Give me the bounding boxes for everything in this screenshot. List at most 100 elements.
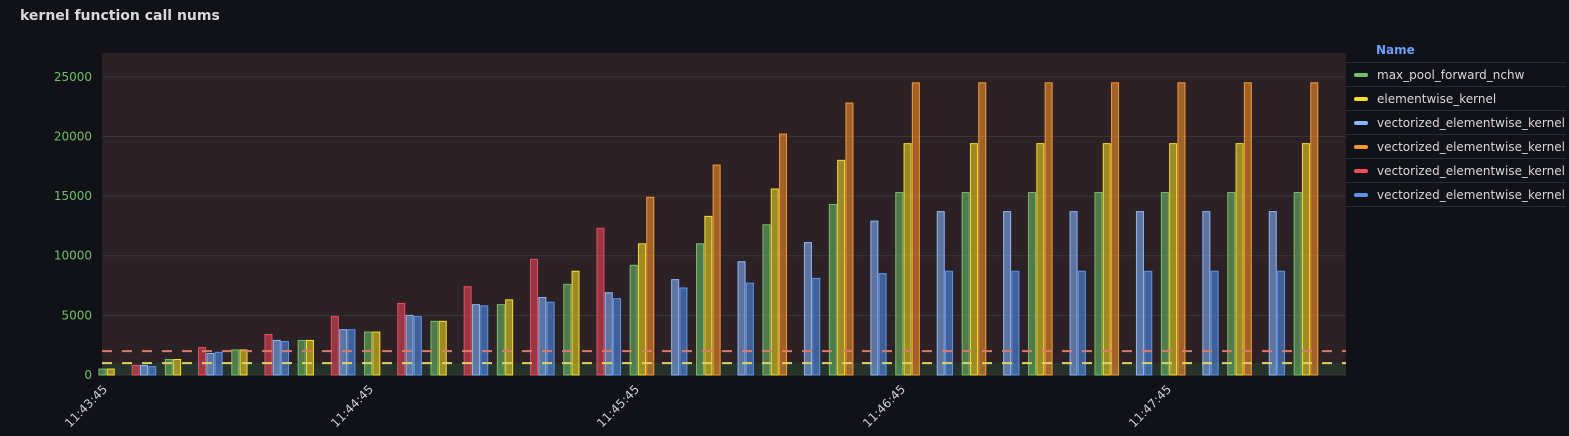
bar[interactable] [98, 368, 107, 376]
bar[interactable] [405, 314, 414, 376]
bar[interactable] [206, 353, 215, 376]
legend-item[interactable]: vectorized_elementwise_kernel [1346, 111, 1566, 135]
bar[interactable] [264, 333, 273, 376]
bar[interactable] [1111, 82, 1120, 376]
bar[interactable] [563, 283, 572, 376]
legend-item[interactable]: vectorized_elementwise_kernel [1346, 135, 1566, 159]
bar[interactable] [1210, 270, 1219, 376]
bar[interactable] [438, 320, 447, 376]
bar[interactable] [1293, 192, 1302, 376]
bar[interactable] [1102, 143, 1111, 376]
bar[interactable] [1003, 211, 1012, 376]
bar[interactable] [1144, 270, 1153, 376]
legend-item[interactable]: vectorized_elementwise_kernel [1346, 183, 1566, 207]
x-tick-label: 11:45:45 [594, 382, 642, 430]
bar[interactable] [347, 329, 356, 376]
bar[interactable] [131, 364, 140, 376]
bar[interactable] [339, 329, 348, 376]
legend-item[interactable]: max_pool_forward_nchw [1346, 63, 1566, 87]
bar[interactable] [936, 211, 945, 376]
bar[interactable] [106, 368, 115, 376]
bar[interactable] [779, 133, 788, 376]
bar[interactable] [613, 298, 622, 376]
bar[interactable] [828, 203, 837, 376]
legend-item[interactable]: elementwise_kernel [1346, 87, 1566, 111]
bar[interactable] [139, 364, 148, 376]
bar[interactable] [571, 270, 580, 376]
bar[interactable] [903, 143, 912, 376]
bar[interactable] [530, 258, 539, 376]
bar[interactable] [1044, 82, 1053, 376]
bar[interactable] [945, 270, 954, 376]
bar[interactable] [1202, 211, 1211, 376]
legend-item[interactable]: vectorized_elementwise_kernel [1346, 159, 1566, 183]
bar[interactable] [596, 227, 605, 376]
bar[interactable] [397, 302, 406, 376]
bar[interactable] [911, 82, 920, 376]
bar[interactable] [961, 192, 970, 376]
bar[interactable] [364, 331, 373, 376]
bar[interactable] [505, 299, 514, 376]
bar[interactable] [803, 242, 812, 376]
bar[interactable] [845, 102, 854, 376]
bar[interactable] [1277, 270, 1286, 376]
bar[interactable] [471, 304, 480, 376]
bar[interactable] [413, 316, 422, 376]
bar[interactable] [281, 341, 290, 376]
bar[interactable] [646, 196, 655, 376]
bar[interactable] [546, 301, 555, 376]
bar[interactable] [770, 188, 779, 376]
bar[interactable] [1069, 211, 1078, 376]
bar[interactable] [812, 277, 821, 376]
bar[interactable] [198, 347, 207, 376]
bar[interactable] [671, 279, 680, 376]
bar[interactable] [1268, 211, 1277, 376]
bar[interactable] [1227, 192, 1236, 376]
bar[interactable] [305, 339, 314, 376]
bar[interactable] [164, 358, 173, 376]
bar[interactable] [878, 273, 887, 376]
bar[interactable] [430, 320, 439, 376]
bar[interactable] [330, 316, 339, 376]
bar[interactable] [538, 296, 547, 376]
bar[interactable] [629, 264, 638, 376]
bar[interactable] [895, 192, 904, 376]
bar[interactable] [231, 349, 240, 376]
bar[interactable] [762, 224, 771, 376]
bar[interactable] [1301, 143, 1310, 376]
bar[interactable] [297, 339, 306, 376]
bar[interactable] [704, 215, 713, 376]
bar[interactable] [1160, 192, 1169, 376]
bar[interactable] [679, 287, 688, 376]
bar[interactable] [173, 358, 182, 376]
bar[interactable] [1177, 82, 1186, 376]
bar[interactable] [1169, 143, 1178, 376]
bar[interactable] [148, 366, 157, 376]
bar[interactable] [1094, 192, 1103, 376]
bar[interactable] [696, 243, 705, 376]
bar[interactable] [837, 159, 846, 376]
legend-header[interactable]: Name [1346, 38, 1566, 63]
bar[interactable] [745, 282, 754, 376]
bar[interactable] [1310, 82, 1319, 376]
bar[interactable] [1036, 143, 1045, 376]
bar[interactable] [372, 331, 381, 376]
bar[interactable] [870, 220, 879, 376]
bar[interactable] [712, 164, 721, 376]
bar[interactable] [637, 243, 646, 376]
bar[interactable] [969, 143, 978, 376]
bar[interactable] [480, 305, 489, 376]
bar[interactable] [737, 261, 746, 376]
bar[interactable] [272, 339, 281, 376]
bar[interactable] [978, 82, 987, 376]
bar[interactable] [463, 286, 472, 376]
bar[interactable] [604, 292, 613, 376]
bar[interactable] [1235, 143, 1244, 376]
bar[interactable] [1028, 192, 1037, 376]
bar[interactable] [1077, 270, 1086, 376]
bar[interactable] [496, 304, 505, 376]
bar[interactable] [1011, 270, 1020, 376]
bar[interactable] [1135, 211, 1144, 376]
bar[interactable] [214, 351, 223, 376]
bar[interactable] [1243, 82, 1252, 376]
